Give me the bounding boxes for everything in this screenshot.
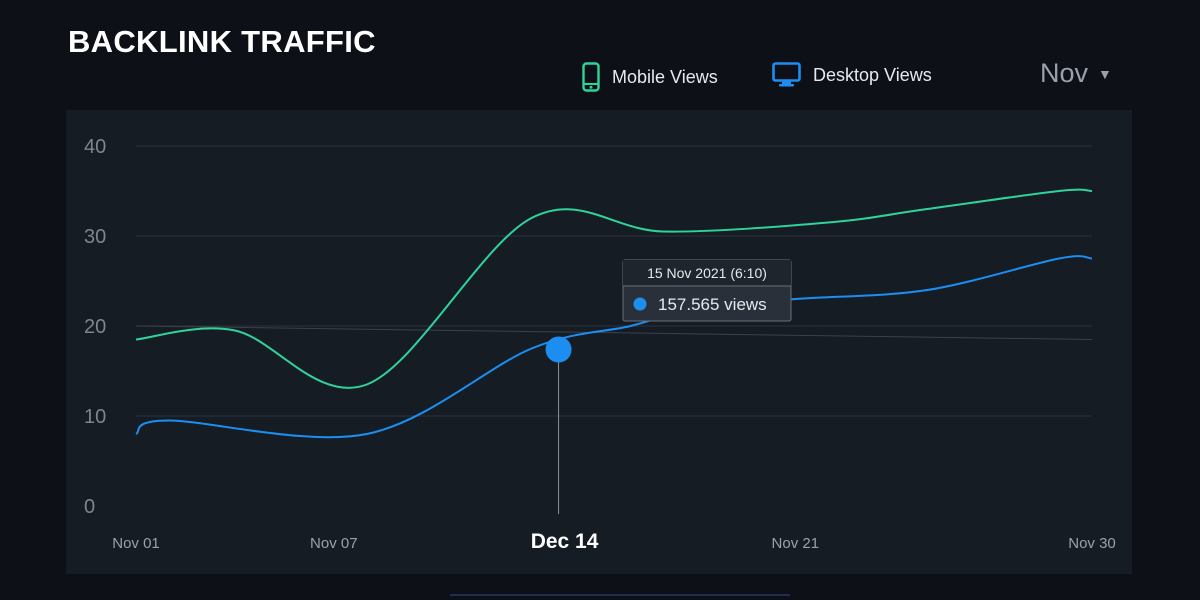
- bottom-divider: [450, 594, 790, 596]
- tooltip-date: 15 Nov 2021 (6:10): [647, 265, 767, 281]
- hover-marker[interactable]: [545, 336, 572, 363]
- tooltip-header: [623, 260, 791, 286]
- y-tick-label: 20: [84, 316, 106, 338]
- y-tick-label: 30: [84, 226, 106, 248]
- desktop-monitor-icon: [772, 62, 801, 87]
- mobile-views-line[interactable]: [135, 188, 1093, 389]
- x-tick-label: Nov 30: [1068, 535, 1116, 552]
- x-tick-label: Nov 07: [310, 535, 358, 552]
- legend-item-desktop[interactable]: Desktop Views: [772, 62, 932, 88]
- page-title: BACKLINK TRAFFIC: [68, 24, 376, 59]
- tooltip-value: 157.565 views: [658, 295, 767, 314]
- legend-label-desktop: Desktop Views: [813, 64, 932, 85]
- chart-panel: 0 10 20 30 40 Nov 01 Nov 07 Dec 14 Nov 21 Nov 30…: [66, 110, 1132, 574]
- y-tick-label: 40: [84, 136, 106, 158]
- reference-line: [135, 325, 1093, 340]
- line-chart: 0 10 20 30 40 Nov 01 Nov 07 Dec 14 Nov 21 Nov 30…: [84, 136, 1116, 553]
- caret-down-icon: ▼: [1098, 65, 1112, 82]
- legend-label-mobile: Mobile Views: [612, 66, 718, 87]
- month-selector-value: Nov: [1040, 58, 1089, 88]
- x-tick-label: Nov 21: [772, 535, 820, 552]
- x-tick-label-highlight: Dec 14: [531, 530, 599, 553]
- month-selector[interactable]: Nov ▼: [1040, 58, 1112, 89]
- tooltip-series-dot: [633, 297, 647, 311]
- y-tick-label: 0: [84, 496, 95, 518]
- desktop-views-line[interactable]: [135, 255, 1093, 439]
- x-tick-label: Nov 01: [112, 535, 160, 552]
- mobile-phone-icon: [582, 62, 600, 92]
- legend-item-mobile[interactable]: Mobile Views: [582, 62, 718, 92]
- y-tick-label: 10: [84, 406, 106, 428]
